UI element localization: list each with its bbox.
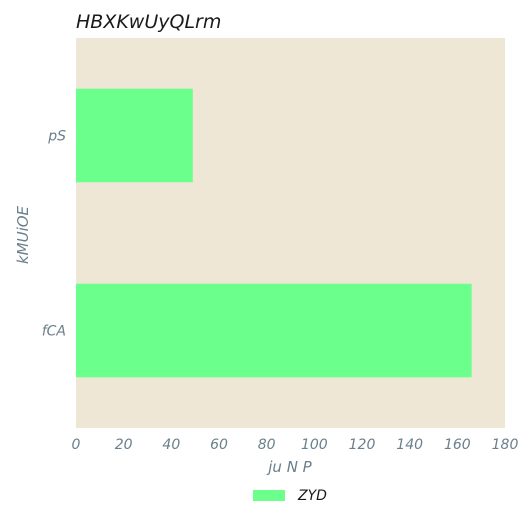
y-tick-label: pS bbox=[47, 129, 66, 145]
legend-label: ZYD bbox=[297, 488, 327, 504]
legend: ZYD bbox=[253, 488, 327, 504]
legend-swatch bbox=[253, 490, 285, 501]
bars-group bbox=[76, 88, 472, 378]
x-axis-label: ju N P bbox=[266, 458, 312, 476]
y-tick-labels: pS fCA bbox=[42, 129, 66, 340]
y-tick-label: fCA bbox=[42, 324, 66, 340]
x-tick-label: 20 bbox=[115, 437, 133, 453]
bar-fCA bbox=[76, 283, 472, 378]
chart-title: HBXKwUyQLrm bbox=[76, 11, 221, 33]
x-tick-label: 160 bbox=[444, 437, 471, 453]
bar-pS bbox=[76, 88, 193, 183]
x-tick-labels: 0 20 40 60 80 100 120 140 160 180 bbox=[72, 437, 519, 453]
x-tick-label: 180 bbox=[492, 437, 519, 453]
x-tick-label: 60 bbox=[210, 437, 228, 453]
x-tick-label: 0 bbox=[72, 437, 81, 453]
x-tick-label: 100 bbox=[301, 437, 328, 453]
x-tick-label: 120 bbox=[349, 437, 376, 453]
x-tick-label: 80 bbox=[258, 437, 276, 453]
y-axis-label: kMUiOE bbox=[14, 205, 32, 264]
x-tick-label: 40 bbox=[162, 437, 180, 453]
x-tick-label: 140 bbox=[396, 437, 423, 453]
